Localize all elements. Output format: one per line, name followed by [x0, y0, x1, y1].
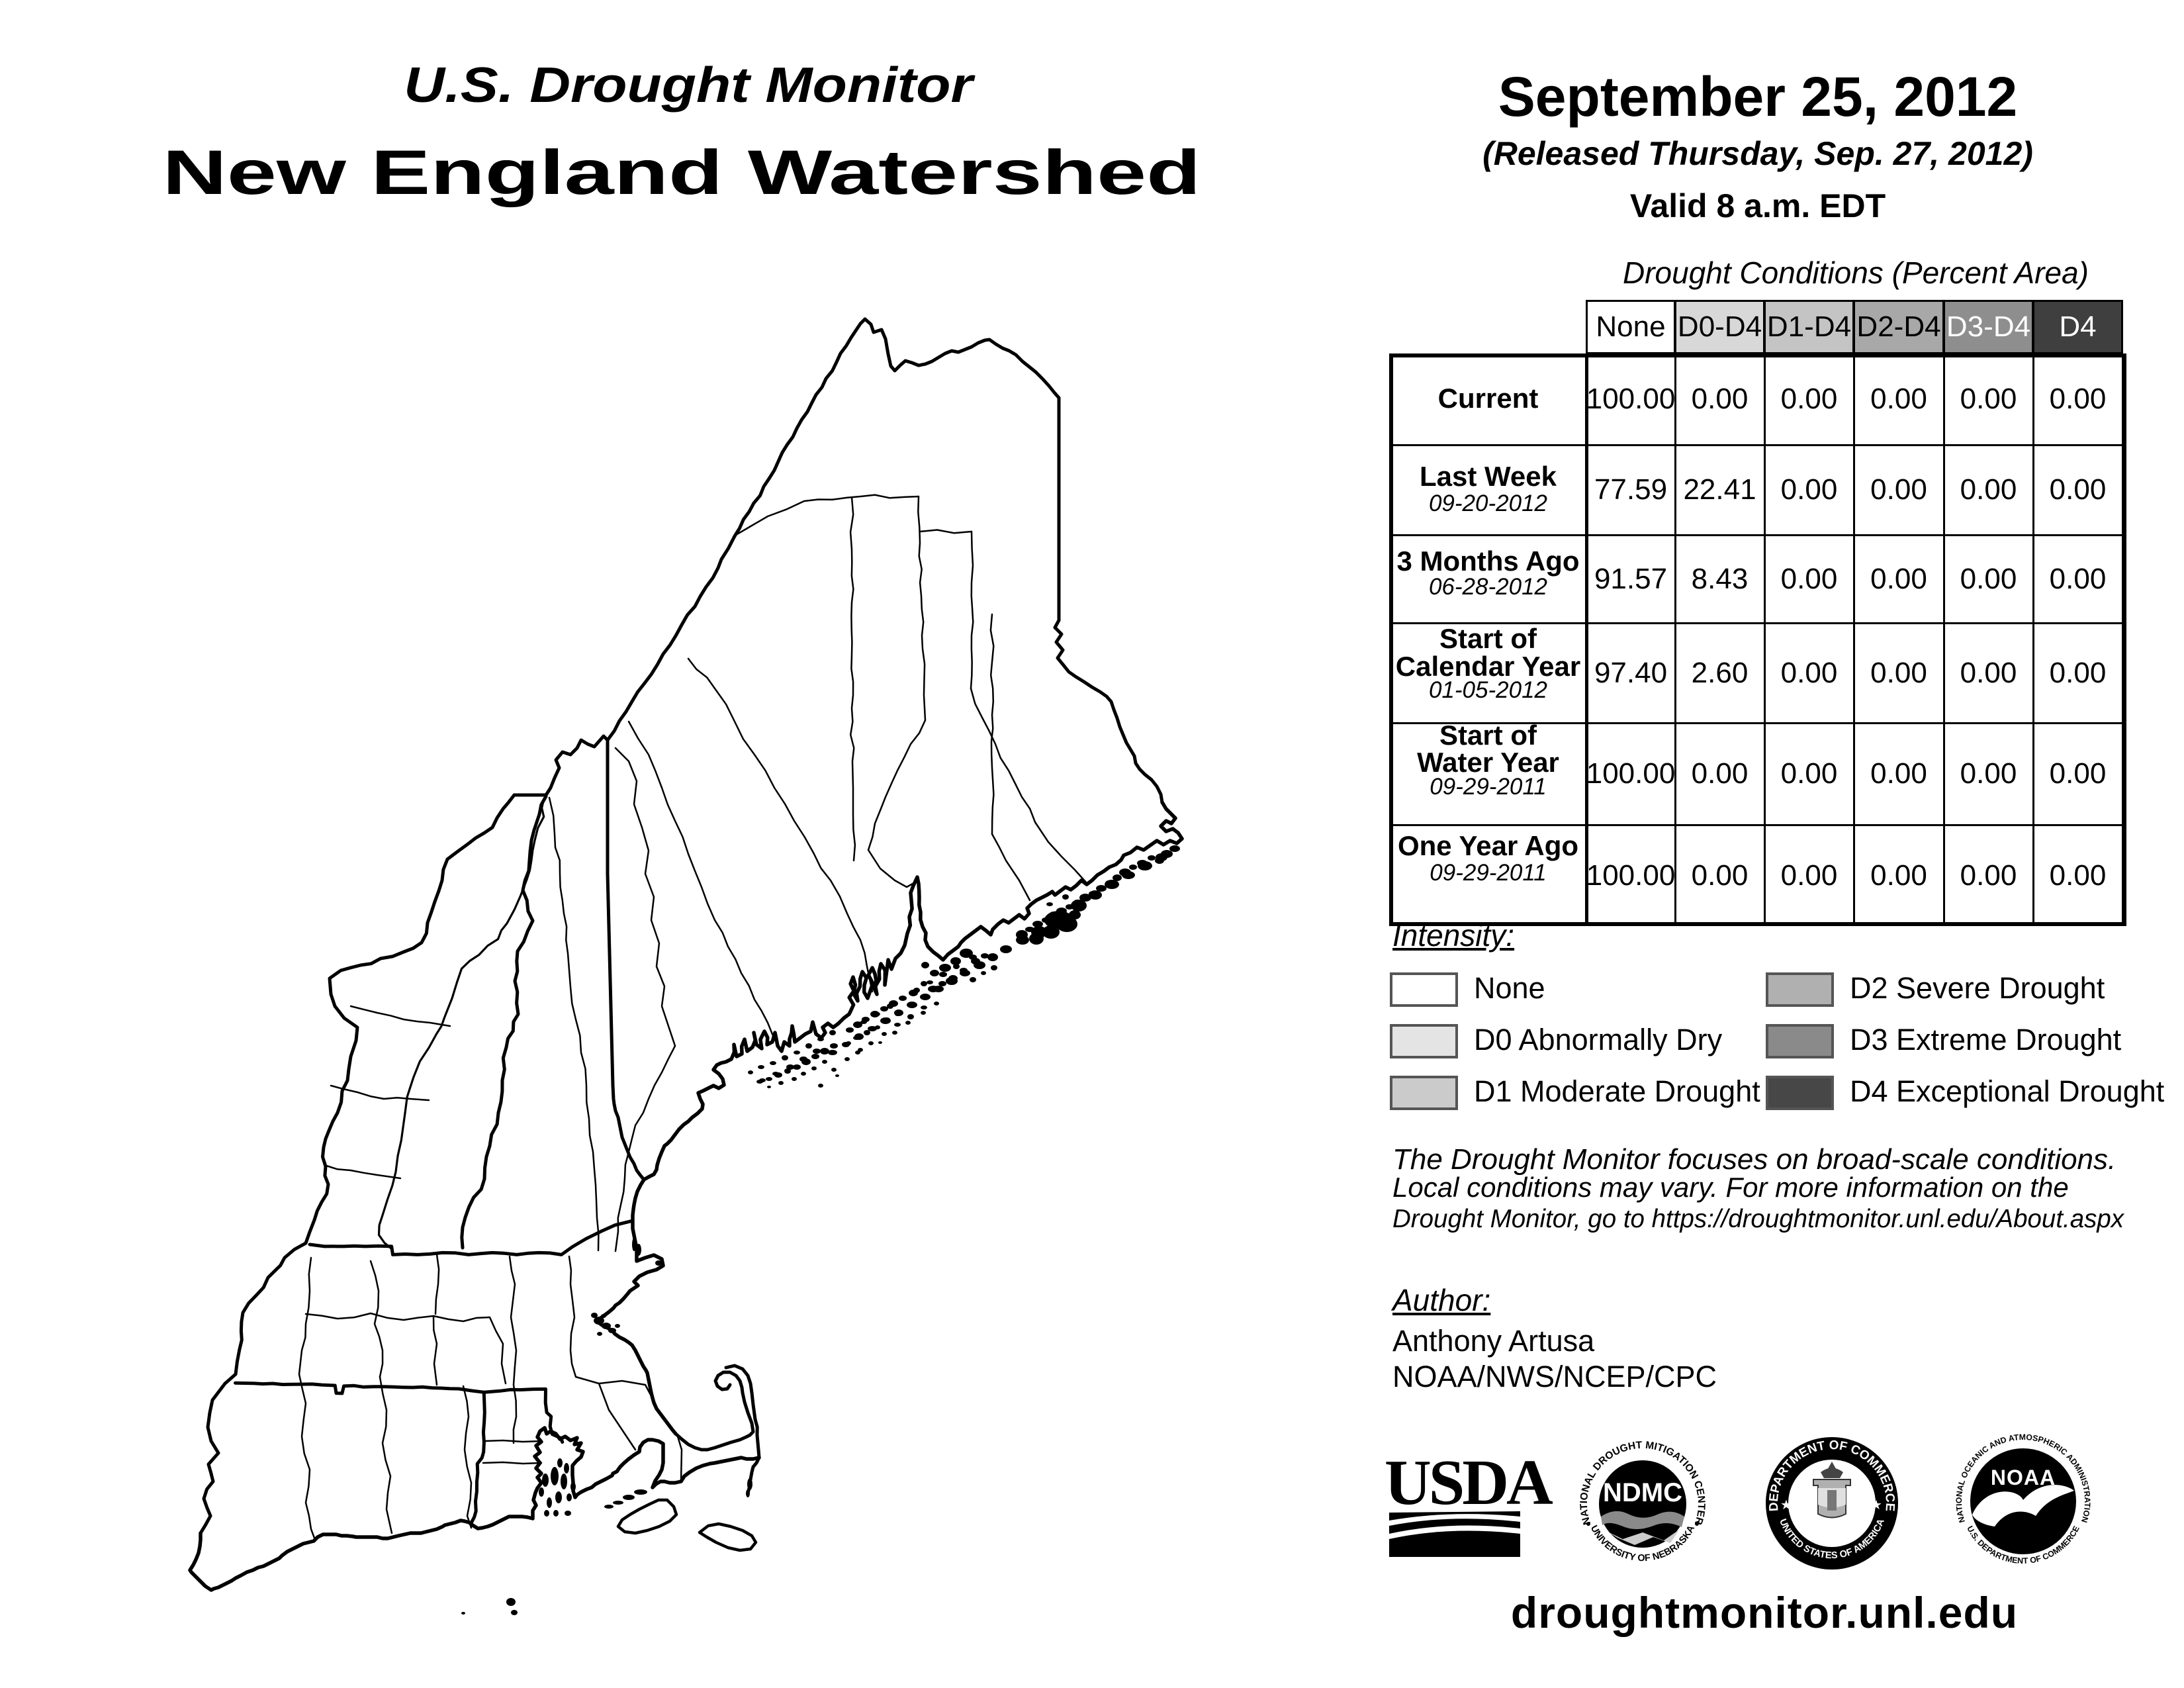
svg-text:NDMC: NDMC: [1603, 1478, 1682, 1507]
svg-text:★: ★: [1780, 1498, 1792, 1513]
svg-text:NOAA: NOAA: [1991, 1466, 2056, 1489]
svg-text:★: ★: [1870, 1498, 1882, 1513]
svg-text:USDA: USDA: [1385, 1447, 1553, 1519]
